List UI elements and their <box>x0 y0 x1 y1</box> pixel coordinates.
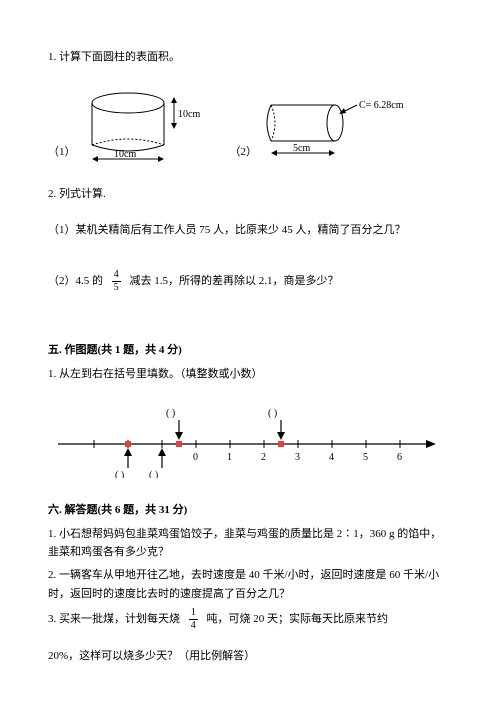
frac-denominator: 5 <box>112 282 121 293</box>
fig1-width-label: 10cm <box>114 149 136 160</box>
red-marker <box>125 441 131 447</box>
frac-denominator: 4 <box>189 620 198 631</box>
sec6-q3: 3. 买来一批煤，计划每天烧 1 4 吨，可烧 20 天；实际每天比原来节约 <box>48 608 452 631</box>
q2-text: 2. 列式计算. <box>48 185 452 204</box>
red-marker <box>176 441 182 447</box>
figures-row: （1） 10cm 10cm （2） <box>48 87 452 167</box>
q2-sub1: （1）某机关精简后有工作人员 75 人，比原来少 45 人，精简了百分之几？ <box>48 221 452 240</box>
q1-text: 1. 计算下面圆柱的表面积。 <box>48 48 452 67</box>
q2-2-after: 减去 1.5，所得的差再除以 2.1，商是多少？ <box>130 275 339 287</box>
figure-2: （2） C= 6.28cm 5cm <box>230 97 412 167</box>
tick-label: 2 <box>261 452 266 463</box>
tick-label: 3 <box>295 452 300 463</box>
sec5-q1: 1. 从左到右在括号里填数。（填整数或小数） <box>48 365 452 384</box>
tick-label: 5 <box>363 452 368 463</box>
top-bracket: ( ) <box>268 408 277 419</box>
bottom-bracket: ( ) <box>115 470 124 478</box>
fig2-width-label: 5cm <box>293 143 310 154</box>
frac-numerator: 1 <box>189 608 198 620</box>
figure-1: （1） 10cm 10cm <box>48 87 210 167</box>
sec6-q3b: 20%，这样可以烧多少天？（用比例解答） <box>48 647 452 666</box>
fig2-c-label: C= 6.28cm <box>359 100 404 111</box>
tick-label: 6 <box>397 452 402 463</box>
q2-sub2: （2）4.5 的 4 5 减去 1.5，所得的差再除以 2.1，商是多少？ <box>48 270 452 293</box>
sec6-q3-before: 3. 买来一批煤，计划每天烧 <box>48 613 180 625</box>
fraction-4-5: 4 5 <box>112 270 121 293</box>
fig1-num: （1） <box>48 143 76 159</box>
sec6-q3-after: 吨，可烧 20 天；实际每天比原来节约 <box>207 613 389 625</box>
bottom-bracket: ( ) <box>149 470 158 478</box>
cylinder-1-svg: 10cm 10cm <box>80 87 210 167</box>
fraction-1-4: 1 4 <box>189 608 198 631</box>
tick-label: 0 <box>193 452 198 463</box>
number-line: 0 1 2 3 4 5 6 ( ) ( ) ( ) ( ) <box>48 398 452 481</box>
number-line-svg: 0 1 2 3 4 5 6 ( ) ( ) ( ) ( ) <box>48 398 448 478</box>
section-6-title: 六. 解答题(共 6 题，共 31 分) <box>48 501 452 517</box>
tick-label: 4 <box>329 452 334 463</box>
sec6-q2: 2. 一辆客车从甲地开往乙地，去时速度是 40 千米/小时，返回时速度是 60 … <box>48 566 452 603</box>
cylinder-2-svg: C= 6.28cm 5cm <box>261 97 411 167</box>
frac-numerator: 4 <box>112 270 121 282</box>
red-marker <box>278 441 284 447</box>
fig1-height-label: 10cm <box>178 109 200 120</box>
top-bracket: ( ) <box>166 408 175 419</box>
tick-label: 1 <box>227 452 232 463</box>
fig2-num: （2） <box>230 143 258 159</box>
q2-2-before: （2）4.5 的 <box>48 275 103 287</box>
sec6-q1: 1. 小石想帮妈妈包韭菜鸡蛋馅饺子，韭菜与鸡蛋的质量比是 2∶1，360 g 的… <box>48 525 452 562</box>
section-5-title: 五. 作图题(共 1 题，共 4 分) <box>48 341 452 357</box>
